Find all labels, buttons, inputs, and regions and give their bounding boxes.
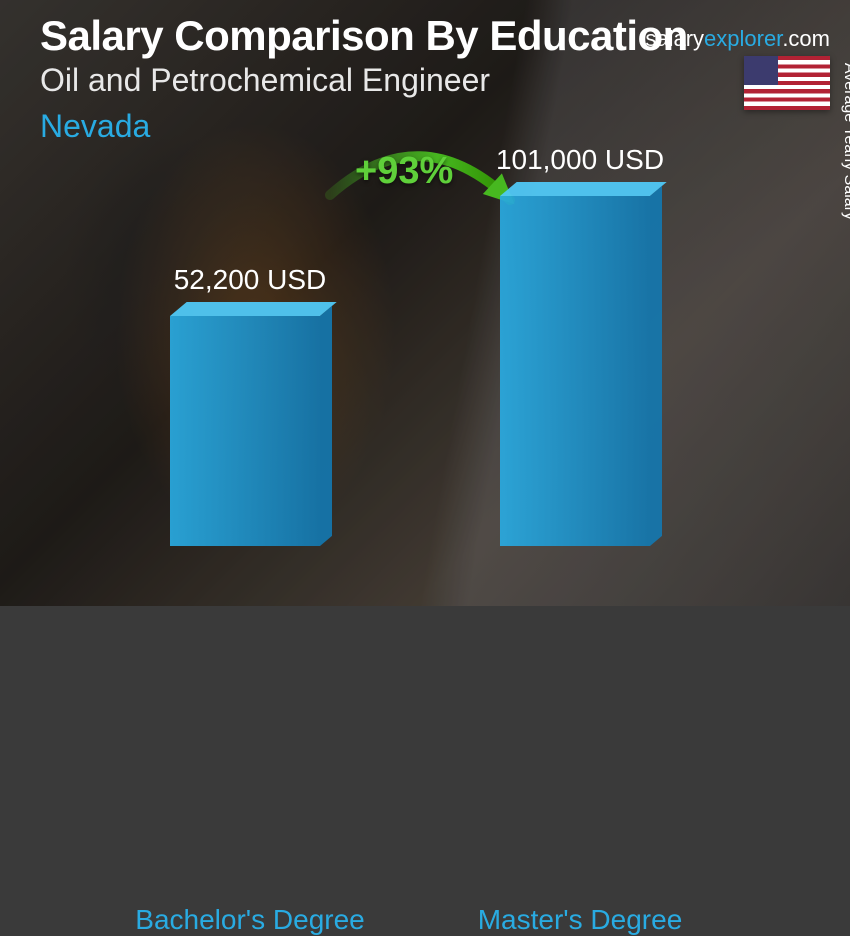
bar-top-face: [500, 182, 667, 196]
percent-change-badge: +93%: [355, 150, 453, 193]
bar-front-face: [170, 316, 320, 546]
bar-value-label: 101,000 USD: [470, 144, 690, 176]
bar-top-face: [170, 302, 337, 316]
bar-front-face: [500, 196, 650, 546]
bar-category-label: Bachelor's Degree: [120, 904, 380, 936]
bar-value-label: 52,200 USD: [140, 264, 360, 296]
bar-side-face: [650, 186, 662, 546]
infographic-container: Salary Comparison By Education Oil and P…: [0, 0, 850, 606]
bar-side-face: [320, 306, 332, 546]
bar-chart: 52,200 USD Bachelor's Degree 101,000 USD…: [130, 196, 730, 546]
bar-category-label: Master's Degree: [450, 904, 710, 936]
